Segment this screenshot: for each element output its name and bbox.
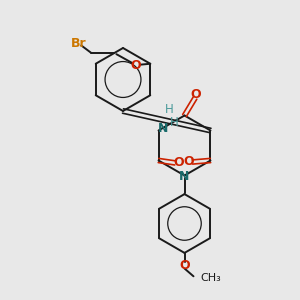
Text: O: O: [190, 88, 201, 101]
Text: Br: Br: [70, 37, 86, 50]
Text: O: O: [179, 259, 190, 272]
Text: N: N: [179, 170, 190, 183]
Text: CH₃: CH₃: [200, 273, 221, 284]
Text: H: H: [165, 103, 174, 116]
Text: O: O: [183, 155, 194, 169]
Text: O: O: [174, 156, 184, 170]
Text: O: O: [130, 59, 141, 72]
Text: H: H: [170, 116, 178, 130]
Text: N: N: [158, 122, 168, 135]
